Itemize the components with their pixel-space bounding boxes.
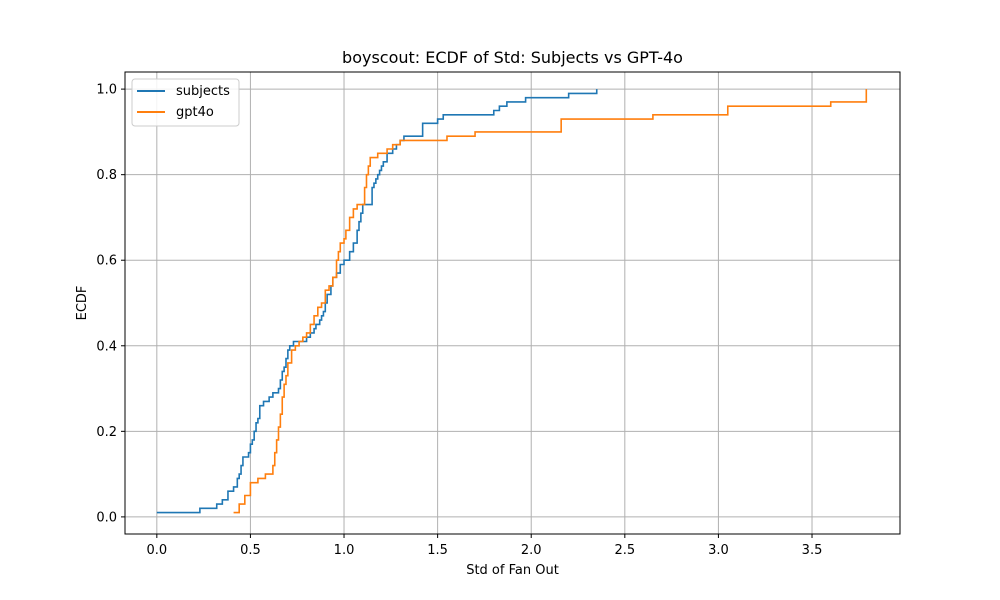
legend-label-gpt4o: gpt4o	[176, 105, 214, 120]
y-tick-label: 0.2	[96, 425, 117, 440]
series-line-gpt4o	[233, 89, 868, 514]
x-tick-label: 3.5	[802, 543, 823, 558]
x-tick-label: 2.5	[614, 543, 635, 558]
x-tick-label: 1.5	[427, 543, 448, 558]
x-axis-label: Std of Fan Out	[466, 563, 559, 578]
x-tick-label: 0.5	[240, 543, 261, 558]
series-line-subjects	[156, 89, 598, 514]
ticks: 0.0 0.5 1.0 1.5 2.0 2.5 3.0 3.5 0.0 0.2 0.4 0.6 0.8 1…	[96, 83, 822, 558]
x-tick-label: 1.0	[334, 543, 355, 558]
y-tick-label: 0.0	[96, 510, 117, 525]
y-tick-label: 1.0	[96, 83, 117, 98]
plot-frame	[124, 71, 901, 535]
x-tick-label: 0.0	[146, 543, 167, 558]
x-tick-label: 3.0	[708, 543, 729, 558]
legend-label-subjects: subjects	[176, 84, 230, 99]
chart-title: boyscout: ECDF of Std: Subjects vs GPT-4…	[342, 48, 683, 67]
y-axis-label: ECDF	[75, 286, 90, 321]
y-tick-label: 0.4	[96, 339, 117, 354]
y-tick-label: 0.8	[96, 168, 117, 183]
legend: subjects gpt4o	[131, 78, 240, 127]
grid	[125, 72, 900, 534]
series-layer	[156, 89, 868, 514]
x-tick-label: 2.0	[521, 543, 542, 558]
y-tick-label: 0.6	[96, 254, 117, 269]
